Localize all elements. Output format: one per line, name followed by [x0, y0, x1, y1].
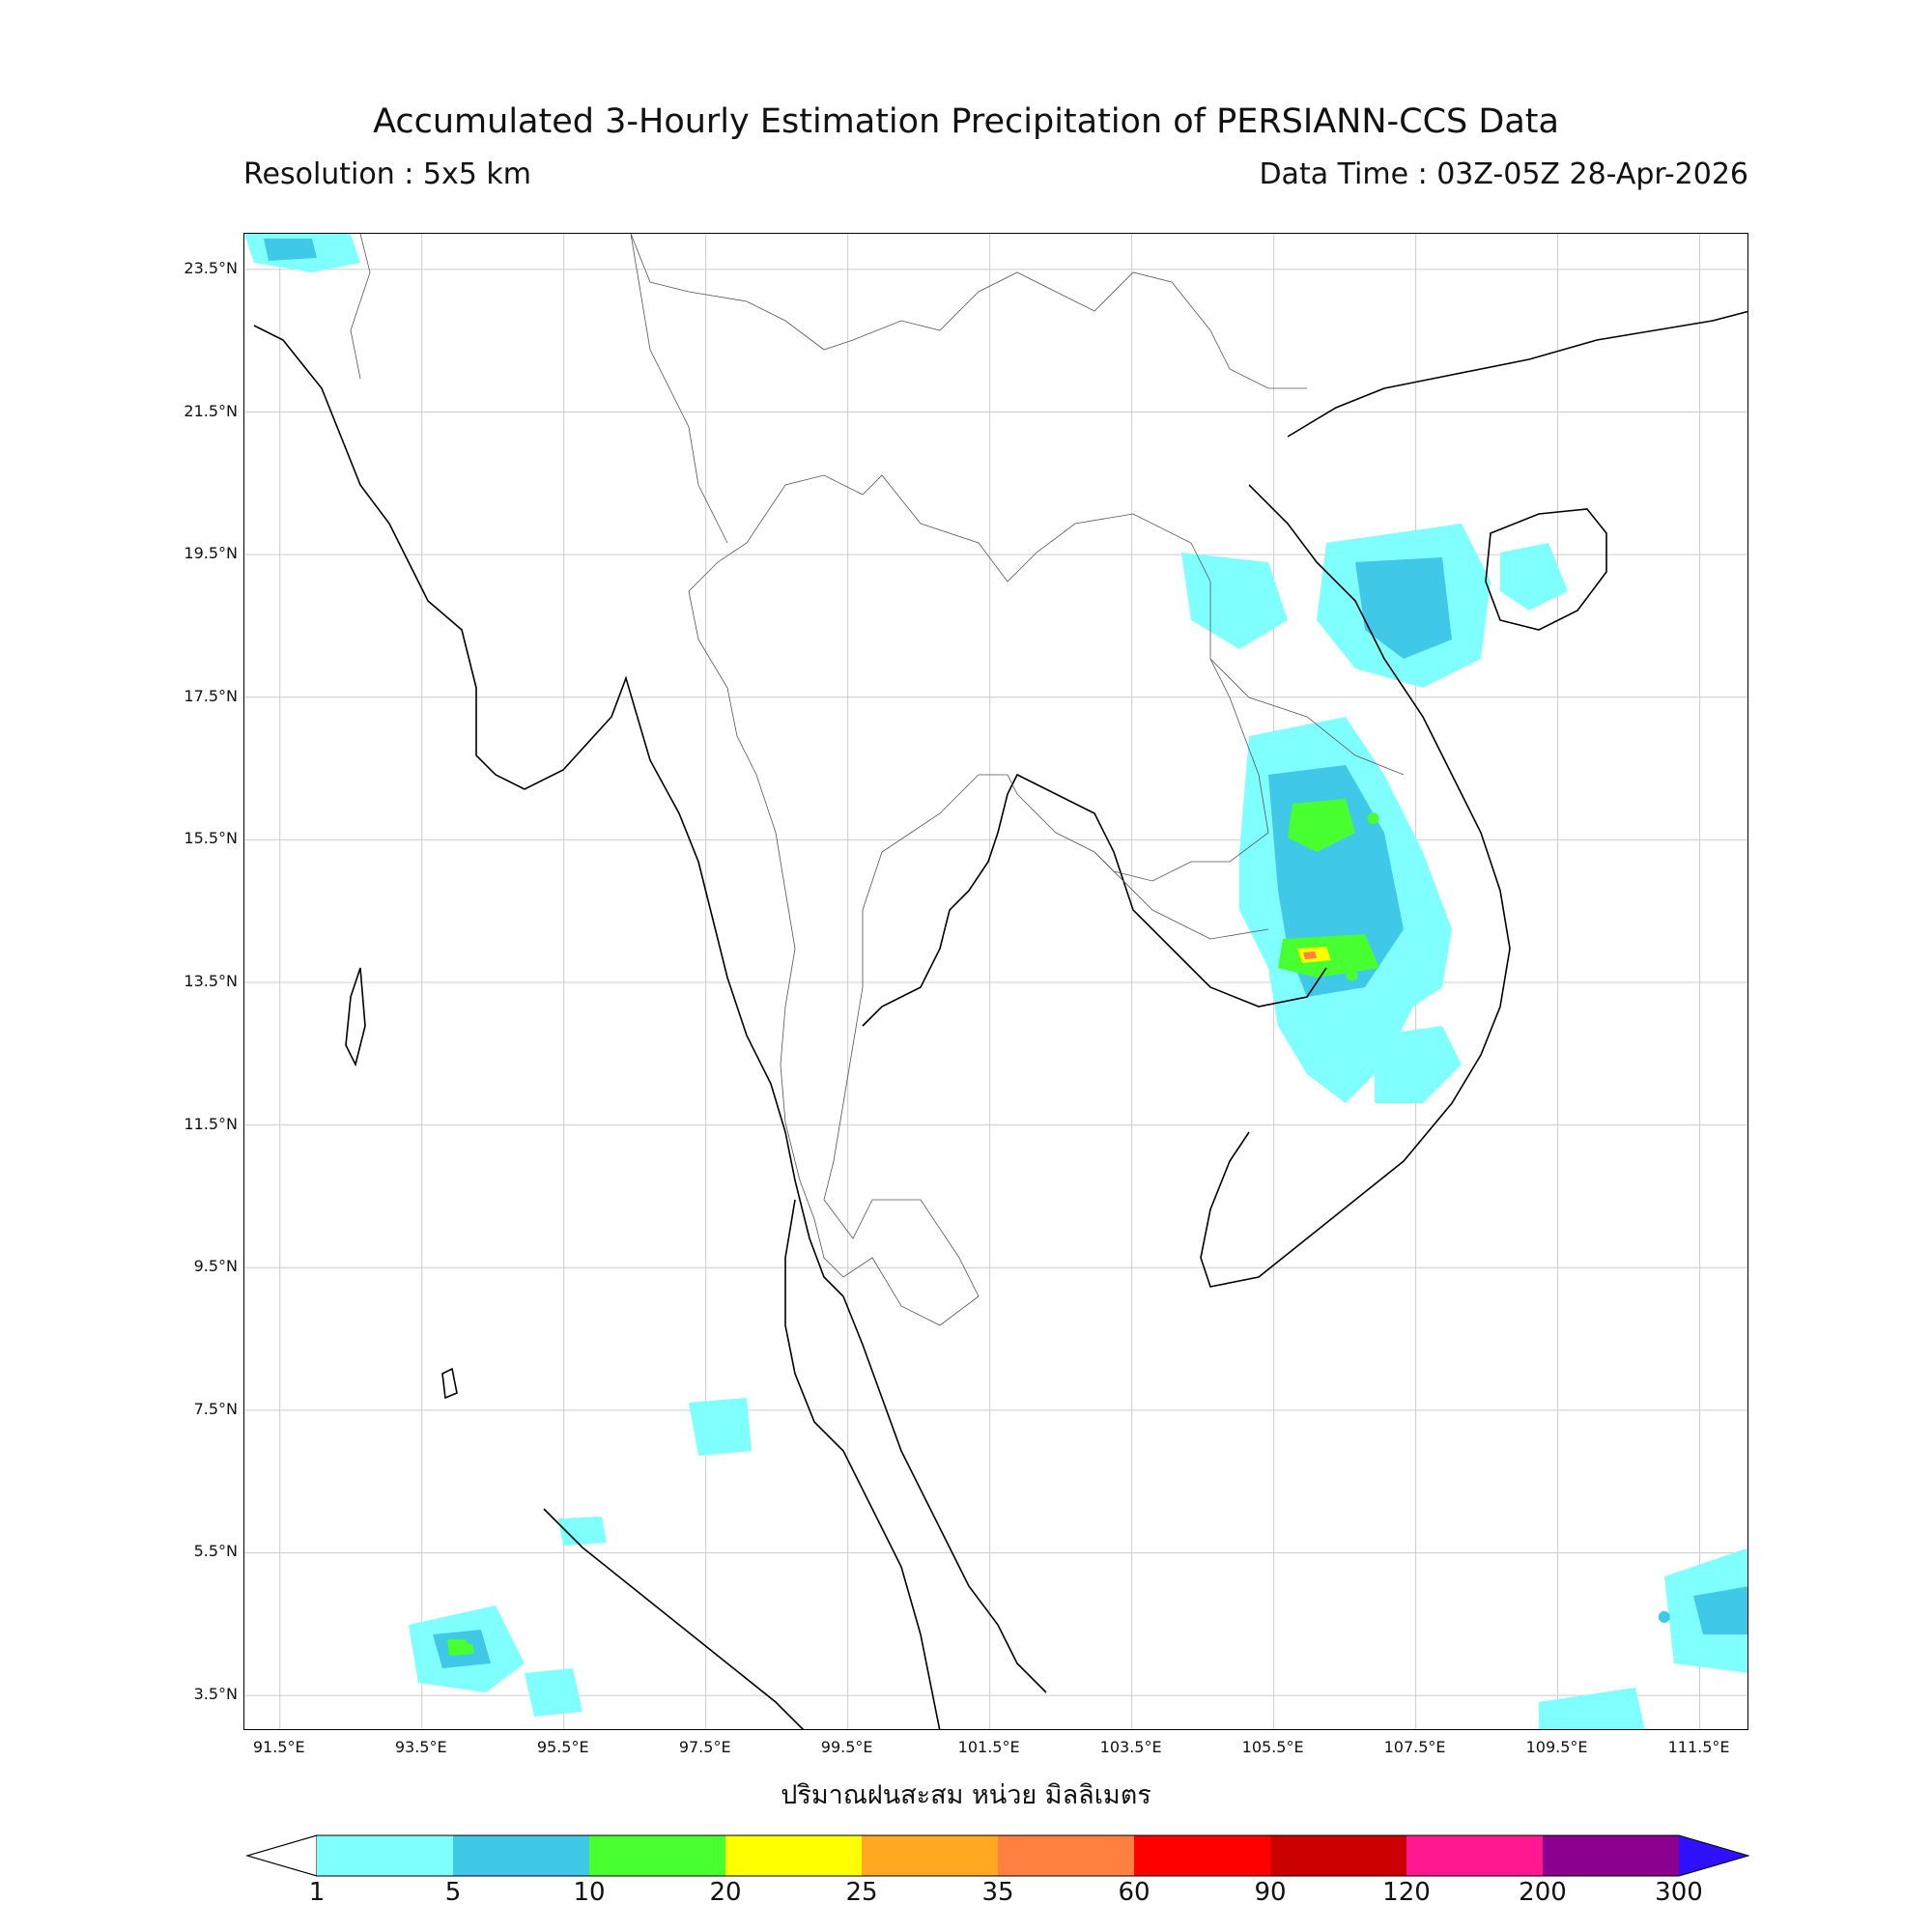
colorbar-tick-label: 90 [1254, 1878, 1287, 1907]
resolution-label: Resolution : 5x5 km [243, 157, 531, 191]
lat-tick-label: 23.5°N [184, 258, 238, 277]
colorbar-box [453, 1835, 589, 1876]
lat-tick-label: 7.5°N [193, 1399, 238, 1418]
border-china [630, 234, 1307, 389]
colorbar-tick-label: 200 [1519, 1878, 1567, 1907]
admin-borders [350, 234, 1405, 1326]
rain-area-andaman-south-3 [447, 1639, 474, 1656]
rain-area-south-coast [1375, 1026, 1462, 1103]
colorbar-above-arrow [1679, 1835, 1748, 1876]
colorbar-box [725, 1835, 862, 1876]
colorbar-tick-label: 20 [709, 1878, 742, 1907]
lat-tick-label: 11.5°N [184, 1114, 238, 1133]
colorbar-box [998, 1835, 1134, 1876]
colorbar-box [317, 1835, 453, 1876]
colorbar-box [589, 1835, 725, 1876]
coast-vietnam [1200, 484, 1511, 1288]
lat-tick-label: 15.5°N [184, 829, 238, 848]
rain-cell [1367, 812, 1379, 825]
colorbar-outline [245, 1834, 1750, 1877]
colorbar-tick-label: 60 [1118, 1878, 1151, 1907]
rain-cell [1416, 570, 1429, 582]
rain-area-laos-north [1181, 553, 1288, 649]
lon-tick-label: 101.5°E [957, 1738, 1020, 1756]
border-laos-cambodia [1094, 658, 1405, 940]
coast-andaman-islands [345, 967, 366, 1067]
coast-sumatra [543, 1508, 805, 1729]
rain-area-aceh [558, 1517, 607, 1546]
coast-hainan [1485, 508, 1607, 631]
rain-area-malay-west [689, 1398, 752, 1456]
lat-tick-label: 5.5°N [193, 1542, 238, 1561]
coast-thai-gulf-west [862, 773, 1327, 1027]
colorbar-tick-label: 1 [308, 1878, 326, 1907]
lon-tick-label: 109.5°E [1525, 1738, 1588, 1756]
x-axis-title: ปริมาณฝนสะสม หน่วย มิลลิเมตร [781, 1780, 1151, 1810]
lon-tick-label: 97.5°E [678, 1738, 731, 1756]
precipitation-map [244, 234, 1747, 1729]
colorbar-boxes [245, 1834, 1750, 1877]
lon-tick-label: 91.5°E [252, 1738, 305, 1756]
rain-cell [466, 1633, 478, 1645]
rain-area-borneo-north [1539, 1688, 1645, 1729]
lat-tick-label: 17.5°N [184, 686, 238, 705]
coast-malay-peninsula-east [842, 1295, 1047, 1693]
coast-gulf-of-tonkin [1287, 310, 1747, 438]
colorbar-box [1543, 1835, 1679, 1876]
border-thailand [688, 474, 1269, 1326]
graticule [244, 234, 1747, 1729]
border-myanmar [350, 234, 728, 544]
lon-tick-label: 107.5°E [1383, 1738, 1446, 1756]
colorbar-tick-label: 5 [444, 1878, 462, 1907]
chart-title: Accumulated 3-Hourly Estimation Precipit… [373, 102, 1559, 141]
coast-myanmar-bay-of-bengal [253, 325, 844, 1297]
rain-area-sumatra [525, 1668, 582, 1717]
map-panel [243, 233, 1748, 1730]
lat-tick-label: 13.5°N [184, 972, 238, 990]
lon-tick-label: 99.5°E [820, 1738, 873, 1756]
colorbar-box [862, 1835, 998, 1876]
rain-area-hainan [1500, 543, 1568, 611]
lon-tick-label: 105.5°E [1241, 1738, 1304, 1756]
rain-area-35mm [1303, 952, 1317, 959]
colorbar-box [1270, 1835, 1406, 1876]
lat-tick-label: 3.5°N [193, 1685, 238, 1704]
rain-area-myanmar-north-2 [264, 239, 317, 261]
rain-cell [1346, 969, 1358, 981]
colorbar-below-arrow [245, 1834, 318, 1877]
coast-nicobar [441, 1367, 458, 1400]
rain-area-10mm-north [1288, 799, 1355, 852]
colorbar-box [1406, 1835, 1543, 1876]
colorbar-tick-label: 35 [981, 1878, 1014, 1907]
rain-cells [466, 570, 1670, 1645]
rain-area-south-china-sea-2 [1693, 1586, 1747, 1634]
colorbar-tick-label: 300 [1655, 1878, 1703, 1907]
colorbar-box [1134, 1835, 1270, 1876]
colorbar-tick-label: 25 [845, 1878, 878, 1907]
lon-tick-label: 111.5°E [1667, 1738, 1730, 1756]
coast-malay-peninsula-west [784, 1199, 941, 1729]
lat-tick-label: 19.5°N [184, 544, 238, 563]
lat-tick-label: 9.5°N [193, 1257, 238, 1276]
rain-area-tonkin-2 [1355, 557, 1452, 659]
data-time-label: Data Time : 03Z-05Z 28-Apr-2026 [1259, 157, 1748, 191]
colorbar-tick-label: 10 [573, 1878, 606, 1907]
rain-cell [1658, 1610, 1670, 1623]
lon-tick-label: 93.5°E [394, 1738, 447, 1756]
lat-tick-label: 21.5°N [184, 401, 238, 420]
lon-tick-label: 103.5°E [1099, 1738, 1162, 1756]
coastlines [253, 310, 1747, 1729]
colorbar-tick-label: 120 [1382, 1878, 1431, 1907]
lon-tick-label: 95.5°E [536, 1738, 589, 1756]
